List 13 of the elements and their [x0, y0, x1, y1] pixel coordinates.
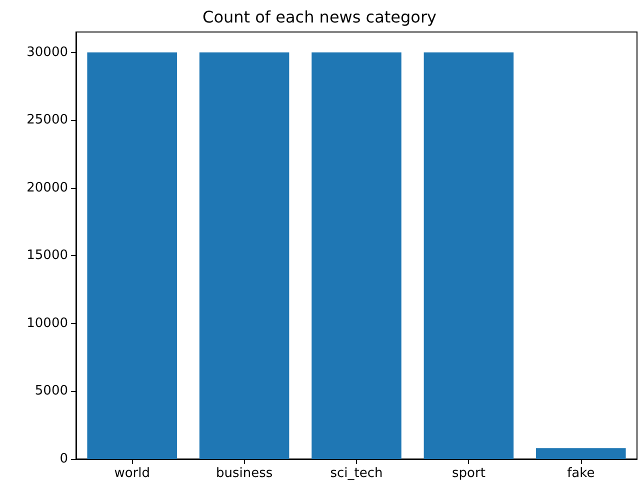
- y-tick-label: 0: [60, 452, 68, 466]
- x-tick-label: world: [114, 466, 150, 481]
- x-tick-label: fake: [567, 466, 595, 481]
- chart-title: Count of each news category: [202, 8, 436, 26]
- x-tick-label: business: [216, 466, 273, 481]
- y-tick-label: 15000: [26, 248, 68, 264]
- x-tick-label: sci_tech: [330, 466, 383, 481]
- y-tick-label: 25000: [26, 112, 68, 128]
- y-tick-label: 5000: [34, 384, 68, 399]
- x-tick-label: sport: [452, 466, 486, 481]
- y-tick-label: 30000: [26, 44, 68, 60]
- y-tick-label: 20000: [26, 180, 68, 196]
- y-tick-label: 10000: [26, 316, 68, 331]
